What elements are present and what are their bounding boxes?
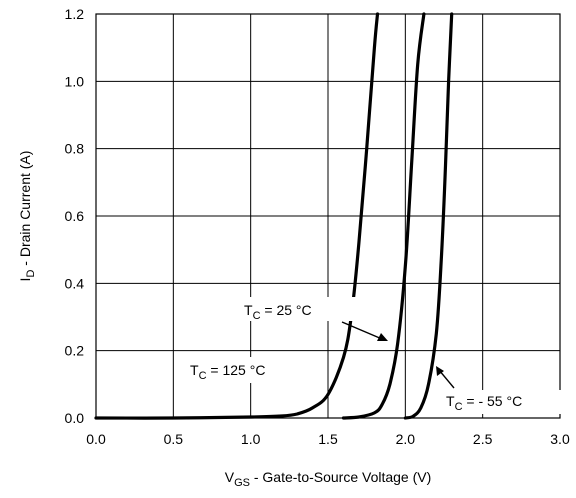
annotation-25c-label: TC = 25 °C: [244, 302, 312, 322]
x-tick-label: 0.0: [86, 431, 106, 447]
annotation-125c: TC = 125 °C: [184, 357, 306, 383]
y-axis-label: ID - Drain Current (A): [17, 151, 37, 282]
x-tick-label: 1.5: [318, 431, 338, 447]
annotation-25c-arrow: [341, 321, 383, 340]
annotation-minus55c-arrow: [438, 369, 455, 389]
grid-layer: [96, 14, 560, 418]
x-axis-label: VGS - Gate-to-Source Voltage (V): [225, 469, 432, 489]
annotation-125c-label: TC = 125 °C: [190, 362, 265, 382]
y-tick-label: 0.4: [65, 275, 85, 291]
y-tick-label: 0.8: [65, 141, 85, 157]
x-tick-label: 0.5: [164, 431, 184, 447]
x-tick-label: 1.0: [241, 431, 261, 447]
annotation-minus55c: TC = - 55 °C: [436, 366, 561, 414]
curve-layer: [94, 12, 454, 420]
y-tick-label: 0.2: [65, 343, 85, 359]
annotation-minus55c-label: TC = - 55 °C: [446, 393, 522, 413]
series-line-1: [341, 12, 426, 420]
x-tick-label: 3.0: [550, 431, 570, 447]
tick-labels: 0.0 0.5 1.0 1.5 2.0 2.5 3.0 0.0 0.2 0.4 0.6 0.8 1.0 1…: [65, 6, 570, 447]
x-tick-label: 2.5: [473, 431, 493, 447]
series-line-2: [403, 12, 454, 420]
series-line-0: [94, 12, 380, 420]
y-tick-label: 0.6: [65, 208, 85, 224]
annotation-minus55c-arrowhead: [436, 366, 444, 376]
annotation-25c-arrowhead: [377, 333, 388, 341]
annotation-25c: TC = 25 °C: [240, 297, 388, 341]
y-tick-label: 1.0: [65, 73, 85, 89]
plot-frame: [95, 13, 561, 419]
y-tick-label: 0.0: [65, 410, 85, 426]
y-tick-label: 1.2: [65, 6, 85, 22]
x-tick-label: 2.0: [396, 431, 416, 447]
